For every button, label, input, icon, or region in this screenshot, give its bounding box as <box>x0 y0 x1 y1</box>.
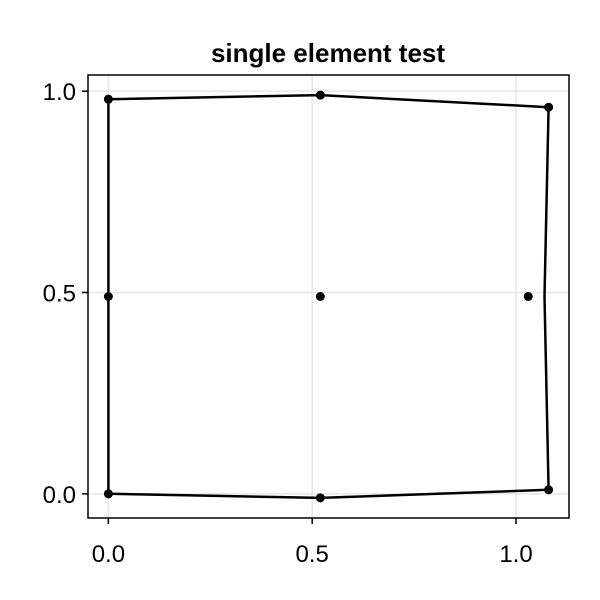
plot-area-frame <box>87 74 570 519</box>
node-point <box>544 485 554 495</box>
node-point <box>103 489 113 499</box>
node-point <box>523 292 533 301</box>
y-tick-label: 0.0 <box>43 482 76 509</box>
data-layer <box>103 90 554 503</box>
x-tick-label: 0.5 <box>296 541 329 568</box>
y-tick-label: 0.5 <box>43 280 76 307</box>
node-point <box>544 102 554 112</box>
node-point <box>103 292 113 301</box>
chart-title: single element test <box>211 38 445 68</box>
node-point <box>315 493 325 503</box>
y-tick-label: 1.0 <box>43 79 76 106</box>
x-tick-label: 0.0 <box>92 541 125 568</box>
axes: 0.0 0.5 1.0 0.0 0.5 1.0 <box>43 79 533 568</box>
node-point <box>103 94 113 104</box>
node-point <box>315 292 325 301</box>
x-tick-label: 1.0 <box>499 541 532 568</box>
node-point <box>315 90 325 100</box>
